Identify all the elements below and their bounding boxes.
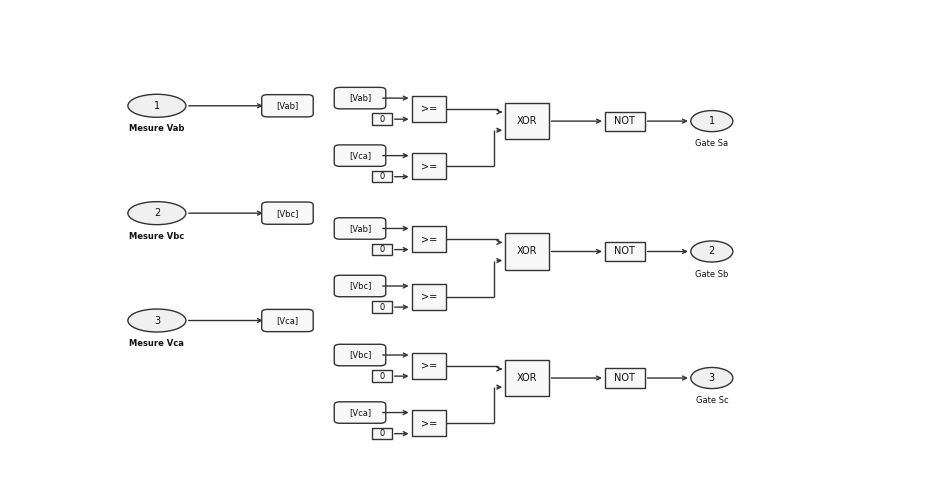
- FancyBboxPatch shape: [372, 301, 392, 313]
- FancyBboxPatch shape: [334, 145, 386, 166]
- Text: Mesure Vca: Mesure Vca: [129, 339, 184, 348]
- Text: NOT: NOT: [614, 247, 636, 256]
- FancyBboxPatch shape: [505, 360, 548, 396]
- FancyBboxPatch shape: [412, 226, 446, 252]
- Text: [Vbc]: [Vbc]: [349, 351, 372, 360]
- Text: [Vbc]: [Vbc]: [349, 281, 372, 290]
- Text: 0: 0: [379, 303, 385, 312]
- FancyBboxPatch shape: [372, 428, 392, 439]
- Text: [Vab]: [Vab]: [349, 224, 372, 233]
- Ellipse shape: [128, 309, 186, 332]
- Text: 1: 1: [154, 101, 160, 111]
- Ellipse shape: [128, 202, 186, 225]
- Text: Gate Sc: Gate Sc: [695, 396, 728, 405]
- FancyBboxPatch shape: [412, 153, 446, 179]
- FancyBboxPatch shape: [412, 410, 446, 436]
- Ellipse shape: [691, 111, 733, 131]
- FancyBboxPatch shape: [262, 202, 314, 224]
- Text: 0: 0: [379, 115, 385, 124]
- Ellipse shape: [691, 241, 733, 262]
- Text: Gate Sb: Gate Sb: [695, 270, 728, 279]
- Text: >=: >=: [421, 234, 437, 244]
- Text: >=: >=: [421, 361, 437, 371]
- FancyBboxPatch shape: [605, 369, 645, 387]
- Ellipse shape: [128, 94, 186, 117]
- Text: >=: >=: [421, 104, 437, 114]
- Text: NOT: NOT: [614, 116, 636, 126]
- FancyBboxPatch shape: [412, 283, 446, 310]
- FancyBboxPatch shape: [334, 402, 386, 423]
- FancyBboxPatch shape: [262, 95, 314, 117]
- Text: [Vca]: [Vca]: [349, 408, 371, 417]
- Text: 2: 2: [709, 247, 715, 256]
- Text: 1: 1: [709, 116, 715, 126]
- Text: [Vbc]: [Vbc]: [276, 209, 299, 218]
- Text: [Vab]: [Vab]: [276, 101, 299, 110]
- Text: 0: 0: [379, 429, 385, 438]
- FancyBboxPatch shape: [505, 233, 548, 270]
- Text: 0: 0: [379, 245, 385, 254]
- Text: Mesure Vab: Mesure Vab: [129, 124, 184, 133]
- FancyBboxPatch shape: [372, 371, 392, 382]
- Text: Gate Sa: Gate Sa: [695, 139, 728, 148]
- Text: [Vca]: [Vca]: [349, 151, 371, 160]
- FancyBboxPatch shape: [372, 244, 392, 255]
- Text: XOR: XOR: [517, 247, 537, 256]
- FancyBboxPatch shape: [605, 112, 645, 130]
- Text: [Vca]: [Vca]: [276, 316, 299, 325]
- Text: XOR: XOR: [517, 116, 537, 126]
- FancyBboxPatch shape: [412, 353, 446, 378]
- Text: 2: 2: [154, 208, 160, 218]
- Text: >=: >=: [421, 291, 437, 302]
- FancyBboxPatch shape: [605, 242, 645, 261]
- Text: 3: 3: [154, 316, 160, 326]
- FancyBboxPatch shape: [334, 275, 386, 297]
- FancyBboxPatch shape: [334, 218, 386, 239]
- Text: Mesure Vbc: Mesure Vbc: [129, 232, 184, 241]
- Text: >=: >=: [421, 161, 437, 171]
- FancyBboxPatch shape: [372, 114, 392, 125]
- Ellipse shape: [691, 368, 733, 388]
- Text: >=: >=: [421, 418, 437, 428]
- FancyBboxPatch shape: [334, 344, 386, 366]
- Text: NOT: NOT: [614, 373, 636, 383]
- Text: 3: 3: [709, 373, 715, 383]
- Text: XOR: XOR: [517, 373, 537, 383]
- FancyBboxPatch shape: [262, 309, 314, 332]
- FancyBboxPatch shape: [334, 87, 386, 109]
- FancyBboxPatch shape: [372, 171, 392, 182]
- Text: [Vab]: [Vab]: [349, 94, 372, 103]
- Text: 0: 0: [379, 372, 385, 380]
- FancyBboxPatch shape: [505, 103, 548, 139]
- Text: 0: 0: [379, 172, 385, 181]
- FancyBboxPatch shape: [412, 96, 446, 122]
